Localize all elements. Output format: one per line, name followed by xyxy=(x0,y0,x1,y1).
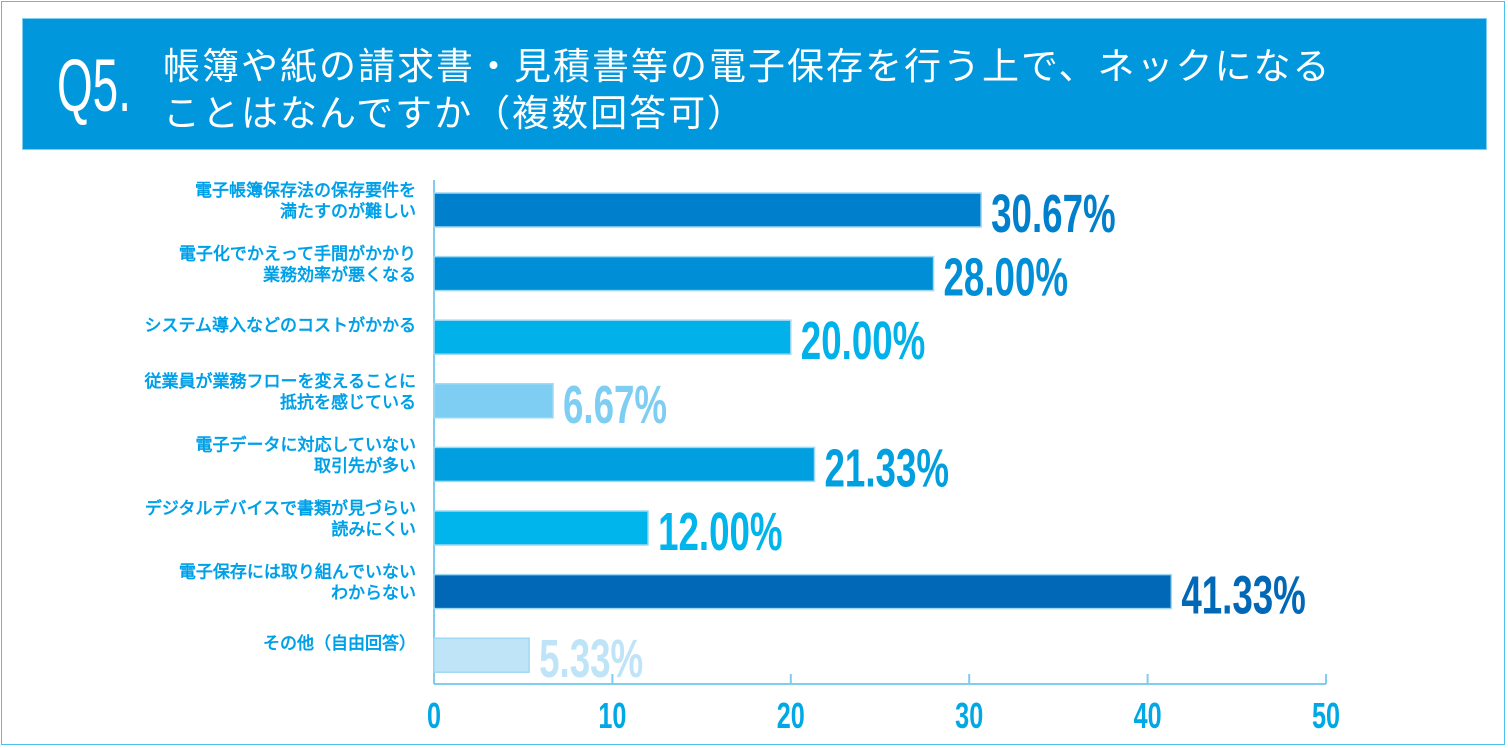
question-text: 帳簿や紙の請求書・見積書等の電子保存を行う上で、ネックになる ことはなんですか（… xyxy=(163,43,1332,137)
bar xyxy=(433,573,1173,610)
bar xyxy=(433,192,982,228)
category-label: 従業員が業務フローを変えることに xyxy=(144,371,417,392)
x-tick-label: 10 xyxy=(598,696,626,737)
category-label: 満たすのが難しい xyxy=(280,201,416,222)
x-tick-label: 20 xyxy=(777,696,805,737)
data-label: 21.33% xyxy=(825,437,949,498)
question-line-2: ことはなんですか（複数回答可） xyxy=(163,92,747,135)
category-label: 電子保存には取り組んでいない xyxy=(179,562,416,583)
category-label: 読みにくい xyxy=(331,519,416,540)
bar xyxy=(433,383,554,419)
bar xyxy=(433,510,649,546)
data-label: 5.33% xyxy=(539,628,643,689)
category-label: 取引先が多い xyxy=(314,455,416,476)
bar xyxy=(433,255,935,292)
category-label: システム導入などのコストがかかる xyxy=(145,315,417,336)
x-tick-label: 40 xyxy=(1134,696,1162,737)
x-tick-label: 50 xyxy=(1312,696,1340,737)
bar xyxy=(433,446,816,483)
category-label: わからない xyxy=(331,584,416,604)
x-tick-label: 30 xyxy=(955,696,983,737)
data-label: 20.00% xyxy=(801,310,925,371)
category-label: 電子帳簿保存法の保存要件を xyxy=(195,180,416,201)
category-label: 電子データに対応していない xyxy=(196,434,417,455)
category-label: 抵抗を感じている xyxy=(280,392,416,413)
data-label: 30.67% xyxy=(991,183,1115,244)
category-label: デジタルデバイスで書類が見づらい xyxy=(145,498,416,519)
x-tick-label: 0 xyxy=(427,696,441,737)
data-label: 12.00% xyxy=(658,501,782,562)
bar xyxy=(433,637,530,673)
category-label: 業務効率が悪くなる xyxy=(263,265,416,286)
data-label: 28.00% xyxy=(944,246,1068,307)
bar xyxy=(433,319,792,355)
question-number: Q5. xyxy=(57,44,131,127)
category-label: その他（自由回答） xyxy=(263,633,416,654)
question-header: Q5. 帳簿や紙の請求書・見積書等の電子保存を行う上で、ネックになる ことはなん… xyxy=(22,18,1487,150)
category-label: 電子化でかえって手間がかかり xyxy=(179,244,416,265)
data-label: 6.67% xyxy=(563,374,667,435)
data-label: 41.33% xyxy=(1181,564,1305,625)
question-line-1: 帳簿や紙の請求書・見積書等の電子保存を行う上で、ネックになる xyxy=(163,45,1332,88)
